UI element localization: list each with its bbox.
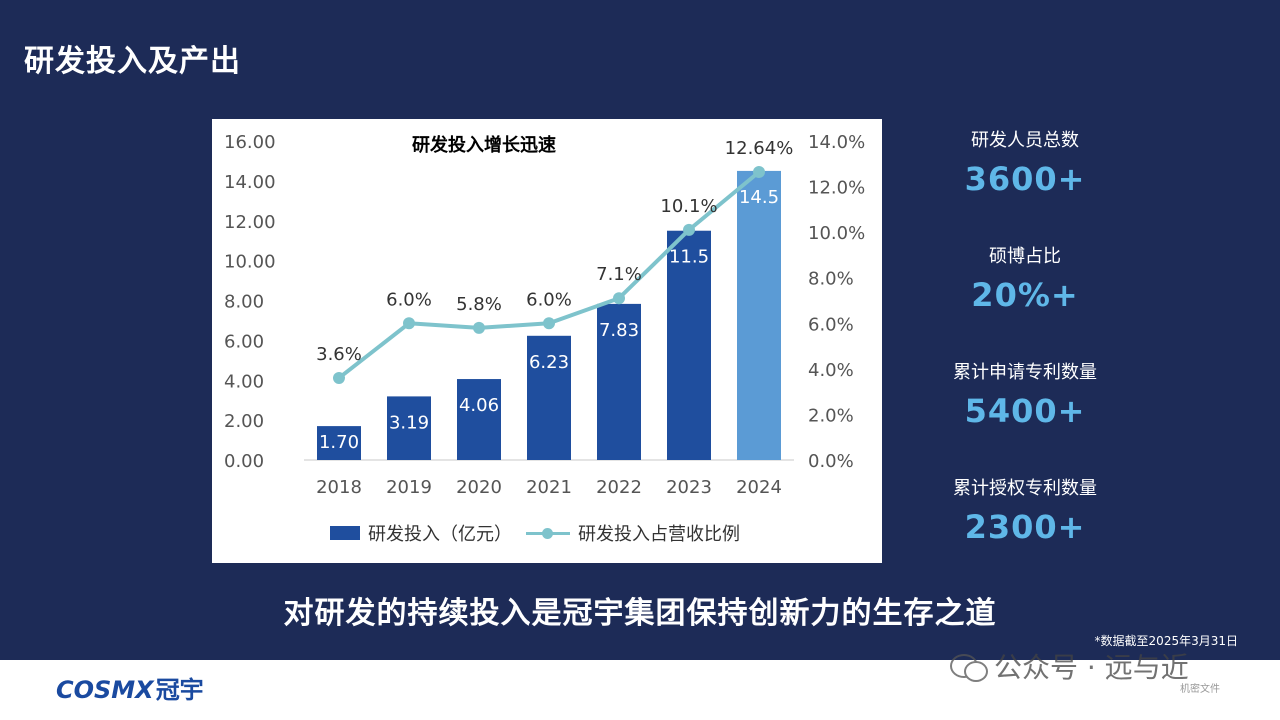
y-left-tick-label: 4.00 <box>224 371 264 392</box>
legend-item-bar: 研发投入（亿元） <box>330 520 512 546</box>
y-left-tick-label: 0.00 <box>224 451 264 472</box>
footnote: *数据截至2025年3月31日 <box>1094 634 1238 648</box>
x-tick-label: 2019 <box>386 477 432 498</box>
y-left-tick-label: 8.00 <box>224 292 264 313</box>
line-point <box>473 321 485 334</box>
bar <box>527 335 571 460</box>
x-tick-label: 2020 <box>456 477 502 498</box>
y-left-tick-label: 12.00 <box>224 212 276 233</box>
watermark-text: 公众号 · 远与近 <box>994 651 1189 684</box>
logo-cn: 冠宇 <box>155 676 204 704</box>
bar <box>597 303 641 460</box>
line-point <box>333 371 345 384</box>
y-left-tick-label: 6.00 <box>224 331 264 352</box>
x-tick-label: 2018 <box>316 477 362 498</box>
stat-masters-phd-ratio: 硕博占比 20%+ <box>920 242 1130 314</box>
line-point <box>543 317 555 330</box>
stat-value: 3600+ <box>964 160 1086 198</box>
line-value-label: 12.64% <box>725 138 794 159</box>
y-right-tick-label: 4.0% <box>808 360 854 381</box>
stat-value: 2300+ <box>964 508 1086 546</box>
chart-card: 0.00 2.00 4.00 6.00 8.00 10.00 12.00 14.00 16.00… <box>212 119 882 563</box>
y-right-tick-label: 2.0% <box>808 405 854 426</box>
y-left-tick-label: 16.00 <box>224 132 276 153</box>
logo-text: COSMX <box>56 676 154 704</box>
line-value-label: 10.1% <box>660 196 717 217</box>
bar <box>457 379 501 460</box>
stat-rd-staff: 研发人员总数 3600+ <box>920 126 1130 198</box>
company-logo: COSMX冠宇 <box>56 670 204 705</box>
legend-bar-label: 研发投入（亿元） <box>368 524 512 545</box>
rd-chart: 0.00 2.00 4.00 6.00 8.00 10.00 12.00 14.00 16.00… <box>224 132 865 498</box>
legend-bar-swatch <box>330 526 360 540</box>
stat-label: 研发人员总数 <box>971 130 1079 151</box>
bar <box>317 426 361 460</box>
wechat-icon <box>948 651 988 682</box>
footer-bar: COSMX冠宇 公众号 · 远与近 机密文件 <box>0 651 1280 720</box>
chart-legend: 研发投入（亿元） 研发投入占营收比例 <box>330 519 740 547</box>
bar-value-label: 11.5 <box>669 247 709 268</box>
page-title: 研发投入及产出 <box>24 44 241 79</box>
stat-value: 20%+ <box>971 276 1079 314</box>
bar-value-label: 7.83 <box>599 320 639 341</box>
x-tick-label: 2024 <box>736 477 782 498</box>
stat-label: 硕博占比 <box>989 246 1061 267</box>
bar <box>667 230 711 460</box>
legend-item-line: 研发投入占营收比例 <box>526 520 740 546</box>
y-right-tick-label: 10.0% <box>808 223 865 244</box>
line-point <box>403 317 415 330</box>
y-right-tick-label: 14.0% <box>808 132 865 153</box>
line-point <box>753 165 765 178</box>
line-value-label: 3.6% <box>316 344 362 365</box>
bar <box>387 396 431 460</box>
x-tick-label: 2021 <box>526 477 572 498</box>
bar-value-label: 3.19 <box>389 412 429 433</box>
legend-line-swatch <box>526 526 570 540</box>
y-right-tick-label: 6.0% <box>808 314 854 335</box>
line-value-label: 6.0% <box>526 289 572 310</box>
x-tick-label: 2023 <box>666 477 712 498</box>
y-left-tick-label: 2.00 <box>224 411 264 432</box>
watermark: 公众号 · 远与近 <box>948 646 1189 686</box>
stat-label: 累计授权专利数量 <box>953 478 1097 499</box>
x-tick-label: 2022 <box>596 477 642 498</box>
stat-patents-granted: 累计授权专利数量 2300+ <box>920 474 1130 546</box>
legend-line-label: 研发投入占营收比例 <box>578 524 740 545</box>
tagline: 对研发的持续投入是冠宇集团保持创新力的生存之道 <box>283 596 997 631</box>
bar-value-label: 6.23 <box>529 352 569 373</box>
y-right-tick-label: 12.0% <box>808 178 865 199</box>
bar <box>737 170 781 460</box>
stat-value: 5400+ <box>964 392 1086 430</box>
line-point <box>683 223 695 236</box>
y-left-tick-label: 10.00 <box>224 252 276 273</box>
bar-value-label: 4.06 <box>459 395 499 416</box>
y-left-tick-label: 14.00 <box>224 172 276 193</box>
line-point <box>613 292 625 305</box>
watermark-sub: 机密文件 <box>1180 684 1220 695</box>
y-right-tick-label: 8.0% <box>808 269 854 290</box>
stat-label: 累计申请专利数量 <box>953 362 1097 383</box>
y-right-tick-label: 0.0% <box>808 451 854 472</box>
bar-value-label: 1.70 <box>319 432 359 453</box>
line-value-label: 7.1% <box>596 264 642 285</box>
chart-title: 研发投入增长迅速 <box>412 135 556 156</box>
line-value-label: 5.8% <box>456 294 502 315</box>
bar-value-label: 14.5 <box>739 187 779 208</box>
line-value-label: 6.0% <box>386 289 432 310</box>
stat-patents-applied: 累计申请专利数量 5400+ <box>920 358 1130 430</box>
